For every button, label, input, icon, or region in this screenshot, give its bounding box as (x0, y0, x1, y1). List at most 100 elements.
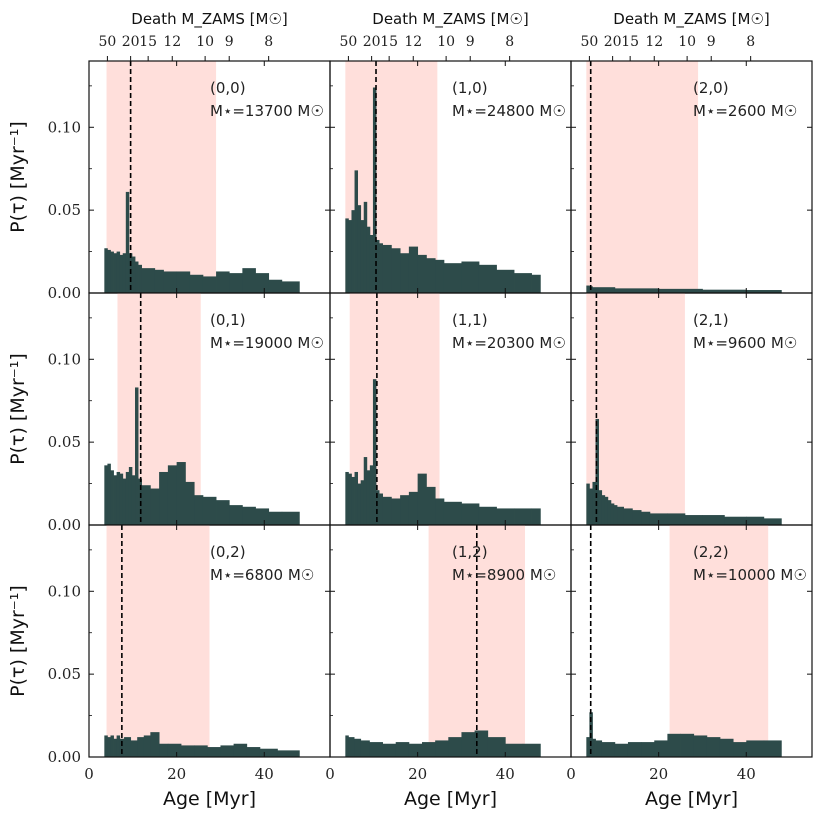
histogram-bar (119, 254, 124, 293)
histogram-bar (107, 249, 111, 293)
histogram-bar (255, 273, 270, 293)
histogram-bar (592, 738, 596, 757)
histogram-bar (202, 496, 217, 525)
panel-2-2: (2,2) M⋆=10000 M☉ 0 20 40 Age [Myr] (566, 524, 813, 810)
histogram-bar (189, 274, 204, 293)
histogram-bar (246, 747, 261, 757)
histogram-bar (382, 743, 397, 757)
histogram-bar (125, 471, 130, 525)
histogram-bar (379, 243, 383, 293)
stellar-mass-label: M⋆=19000 M☉ (210, 334, 324, 352)
histogram-bar (514, 508, 532, 525)
histogram-bar (366, 226, 371, 293)
histogram-bar (417, 473, 427, 525)
histogram-bar (351, 210, 355, 293)
top-axis-tick-label: 50 (580, 34, 598, 50)
x-tick-label: 40 (496, 765, 515, 783)
histogram-bar (255, 508, 270, 525)
histogram-bar (514, 273, 532, 293)
histogram-bar (382, 244, 392, 293)
top-axis-tick-label: 15 (621, 34, 639, 50)
histogram-bar (614, 743, 629, 757)
histogram-bar (207, 747, 221, 757)
histogram-bar (135, 261, 139, 293)
top-axis-tick-label: 10 (678, 34, 696, 50)
histogram-bar (110, 735, 114, 757)
histogram-bar (113, 738, 118, 757)
panel-id-label: (2,0) (693, 79, 729, 97)
histogram-bar (124, 737, 132, 757)
histogram-bar (395, 742, 410, 757)
histogram-bar (167, 743, 182, 757)
histogram-bar (159, 743, 169, 757)
histogram-bar (176, 462, 186, 525)
histogram-bar (259, 748, 278, 757)
histogram-bar (360, 740, 370, 757)
panel-1-0: (1,0) M⋆=24800 M☉ 50 20 15 12 10 9 8 Death M_ZAMS… (329, 10, 572, 294)
histogram-bar (531, 274, 541, 293)
y-axis-title: P(τ) [Myr⁻¹] (7, 585, 29, 697)
histogram-bar (746, 740, 765, 757)
histogram-bar (357, 483, 362, 525)
y-tick-label: 0.05 (48, 665, 81, 683)
histogram-bar (505, 743, 524, 757)
histogram-bar (641, 511, 651, 525)
age-range-band (106, 525, 210, 757)
histogram-bar (113, 253, 118, 293)
y-tick-label: 0.00 (48, 748, 81, 766)
age-range-band (586, 293, 685, 525)
histogram-bar (268, 511, 283, 525)
histogram-bar (128, 467, 133, 525)
histogram-bar (724, 516, 747, 525)
histogram-bar (400, 495, 410, 525)
histogram-bar (531, 508, 541, 525)
histogram-bar (408, 491, 419, 525)
histogram-bar (684, 515, 703, 525)
histogram-bar (345, 218, 349, 293)
histogram-bar (408, 743, 423, 757)
panel-frame (570, 524, 813, 758)
histogram-bar (281, 511, 300, 525)
histogram-bar (366, 470, 371, 525)
histogram-bar (487, 737, 506, 757)
x-tick-label: 0 (84, 765, 94, 783)
top-axis-title: Death M_ZAMS [M☉] (372, 10, 528, 29)
histogram-bar (119, 473, 124, 525)
panel-id-label: (1,0) (452, 79, 488, 97)
top-axis-tick-label: 8 (746, 34, 755, 50)
histogram-bar (348, 473, 352, 525)
histogram-bar (104, 735, 108, 757)
y-tick-label: 0.10 (48, 350, 81, 368)
histogram-bar (598, 490, 603, 525)
top-axis-tick-label: 15 (139, 34, 157, 50)
histogram-bar (426, 486, 436, 525)
histogram-bar (154, 269, 164, 293)
histogram-bar (281, 281, 300, 293)
histogram-bar (354, 738, 362, 757)
histogram-bar (693, 735, 708, 757)
histogram-bar (632, 510, 642, 525)
histogram-bar (119, 738, 125, 757)
histogram-bar (461, 732, 475, 757)
histogram-bar (104, 465, 108, 525)
stellar-mass-label: M⋆=20300 M☉ (452, 334, 566, 352)
histogram-bar (601, 742, 616, 757)
histogram-bar (360, 220, 365, 293)
histogram-bar (461, 503, 480, 525)
histogram-bar (363, 201, 368, 293)
histogram-bar (185, 481, 195, 525)
histogram-bar (354, 170, 359, 293)
panel-0-0: (0,0) M⋆=13700 M☉ 0.00 0.05 0.10 50 20 15 12 10 9 8… (7, 10, 331, 302)
histogram-bar (589, 488, 593, 525)
x-tick-label: 0 (566, 765, 576, 783)
panel-id-label: (2,1) (693, 311, 729, 329)
histogram-bar (348, 220, 352, 293)
histogram-bar (107, 737, 111, 757)
top-axis-tick-label: 10 (196, 34, 214, 50)
histogram-bar (667, 733, 681, 757)
histogram-bar (382, 496, 392, 525)
histogram-bar (592, 287, 616, 293)
y-tick-label: 0.00 (48, 284, 81, 302)
histogram-bar (176, 271, 191, 293)
age-range-band (669, 525, 769, 757)
